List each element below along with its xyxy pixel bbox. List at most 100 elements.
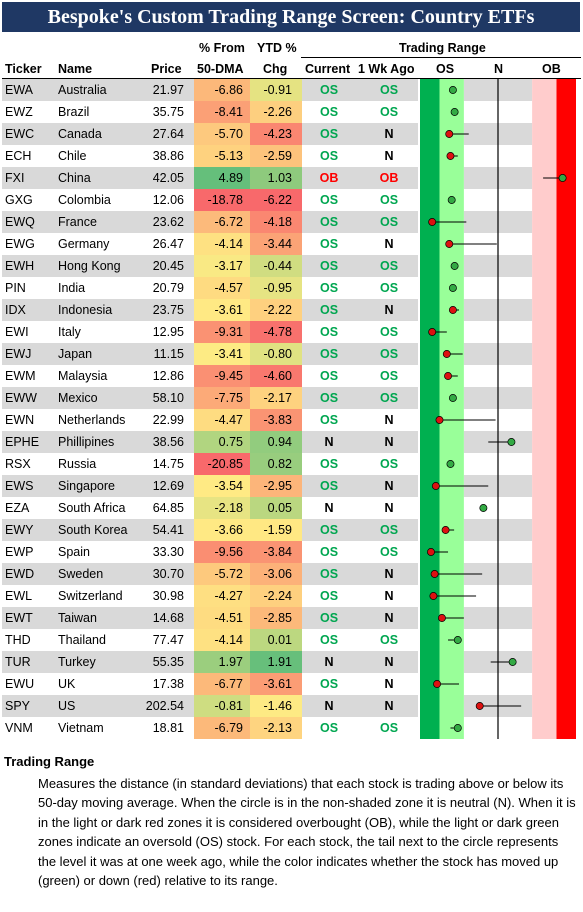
current-status-cell: OS <box>319 193 339 207</box>
notes-body: Measures the distance (in standard devia… <box>38 775 576 889</box>
pct-from-50dma-cell: -4.47 <box>214 413 244 427</box>
wk-ago-status-cell: OS <box>379 633 399 647</box>
current-status-cell: OS <box>319 281 339 295</box>
dot-ech <box>446 152 455 160</box>
price-cell: 42.05 <box>152 171 184 185</box>
wk-ago-status-cell: N <box>384 501 394 515</box>
neutral-zone-row-shade <box>463 211 533 233</box>
neutral-zone-row-shade <box>463 79 533 101</box>
price-cell: 20.45 <box>152 259 184 273</box>
pct-from-50dma-cell: -6.79 <box>214 721 244 735</box>
current-status-cell: OS <box>319 347 339 361</box>
name-cell: China <box>58 171 91 185</box>
name-cell: Chile <box>58 149 87 163</box>
current-status-cell: OS <box>319 567 339 581</box>
wk-ago-status-cell: OS <box>379 83 399 97</box>
ytd-chg-cell: -0.91 <box>263 83 293 97</box>
name-cell: Sweden <box>58 567 104 581</box>
ticker-cell: ECH <box>5 149 32 163</box>
name-cell: Taiwan <box>58 611 97 625</box>
name-cell: Switzerland <box>58 589 123 603</box>
current-status-cell: OS <box>319 677 339 691</box>
ticker-cell: SPY <box>5 699 31 713</box>
header-pct-from-top: % From <box>199 41 245 55</box>
wk-ago-status-cell: N <box>384 567 394 581</box>
ytd-chg-cell: 0.01 <box>267 633 292 647</box>
price-cell: 30.98 <box>152 589 184 603</box>
pct-from-50dma-cell: -3.66 <box>214 523 244 537</box>
header-price: Price <box>151 62 182 76</box>
wk-ago-status-cell: N <box>384 435 394 449</box>
ticker-cell: EWS <box>5 479 34 493</box>
dot-ewg <box>445 240 454 248</box>
name-cell: South Korea <box>58 523 128 537</box>
price-cell: 23.62 <box>152 215 184 229</box>
wk-ago-status-cell: OS <box>379 347 399 361</box>
current-status-cell: OS <box>319 325 339 339</box>
ticker-cell: EWH <box>5 259 35 273</box>
ticker-cell: VNM <box>5 721 33 735</box>
current-status-cell: OS <box>319 457 339 471</box>
ticker-cell: THD <box>5 633 31 647</box>
price-cell: 77.47 <box>152 633 184 647</box>
price-cell: 38.86 <box>152 149 184 163</box>
neutral-zone-row-shade <box>463 255 533 277</box>
ticker-cell: EWD <box>5 567 35 581</box>
current-status-cell: OS <box>319 259 339 273</box>
wk-ago-status-cell: OS <box>379 193 399 207</box>
name-cell: Phillipines <box>58 435 115 449</box>
zone-overbought-light <box>532 79 557 739</box>
wk-ago-status-cell: N <box>384 677 394 691</box>
ticker-cell: GXG <box>5 193 33 207</box>
name-cell: Italy <box>58 325 81 339</box>
name-cell: Malaysia <box>58 369 108 383</box>
pct-from-50dma-cell: -0.81 <box>214 699 244 713</box>
dot-thd <box>453 636 462 644</box>
dot-ewm <box>444 372 452 380</box>
dot-idx <box>448 306 457 314</box>
price-cell: 11.15 <box>153 347 184 361</box>
dot-spy <box>475 702 484 710</box>
header-name: Name <box>58 62 93 76</box>
price-cell: 202.54 <box>145 699 184 713</box>
price-cell: 22.99 <box>152 413 184 427</box>
current-status-cell: N <box>324 655 334 669</box>
pct-from-50dma-cell: 0.75 <box>218 435 243 449</box>
notes-heading: Trading Range <box>4 754 95 769</box>
ticker-cell: EWG <box>5 237 35 251</box>
pct-from-50dma-cell: -7.75 <box>214 391 244 405</box>
name-cell: France <box>58 215 97 229</box>
ytd-chg-cell: -2.24 <box>263 589 293 603</box>
header-pct-from-bottom: 50-DMA <box>197 62 244 76</box>
ytd-chg-cell: -4.78 <box>263 325 293 339</box>
trading-range-table: % From YTD % Trading Range Ticker Name P… <box>2 41 581 739</box>
dot-ewq <box>428 218 437 226</box>
dot-ewc <box>445 130 454 138</box>
ticker-cell: TUR <box>5 655 31 669</box>
ticker-cell: EWC <box>5 127 35 141</box>
current-status-cell: OS <box>319 545 339 559</box>
dot-vnm <box>453 724 462 732</box>
name-cell: Thailand <box>58 633 106 647</box>
pct-from-50dma-cell: -4.57 <box>214 281 244 295</box>
ticker-cell: EWI <box>5 325 29 339</box>
wk-ago-status-cell: N <box>384 237 394 251</box>
dot-ephe <box>507 438 516 446</box>
ticker-cell: PIN <box>5 281 26 295</box>
ytd-chg-cell: 0.94 <box>267 435 292 449</box>
pct-from-50dma-cell: -4.27 <box>214 589 244 603</box>
price-cell: 12.95 <box>152 325 184 339</box>
pct-from-50dma-cell: -6.77 <box>214 677 244 691</box>
price-cell: 14.68 <box>152 611 184 625</box>
ytd-chg-cell: -1.46 <box>263 699 293 713</box>
price-cell: 55.35 <box>152 655 184 669</box>
ticker-cell: EWQ <box>5 215 35 229</box>
dot-ewy <box>441 526 450 534</box>
ytd-chg-cell: -1.59 <box>263 523 293 537</box>
ytd-chg-cell: -6.22 <box>263 193 293 207</box>
current-status-cell: OS <box>319 127 339 141</box>
ytd-chg-cell: -2.13 <box>263 721 293 735</box>
pct-from-50dma-cell: -5.70 <box>214 127 244 141</box>
price-cell: 26.47 <box>152 237 184 251</box>
pct-from-50dma-cell: -3.54 <box>214 479 244 493</box>
